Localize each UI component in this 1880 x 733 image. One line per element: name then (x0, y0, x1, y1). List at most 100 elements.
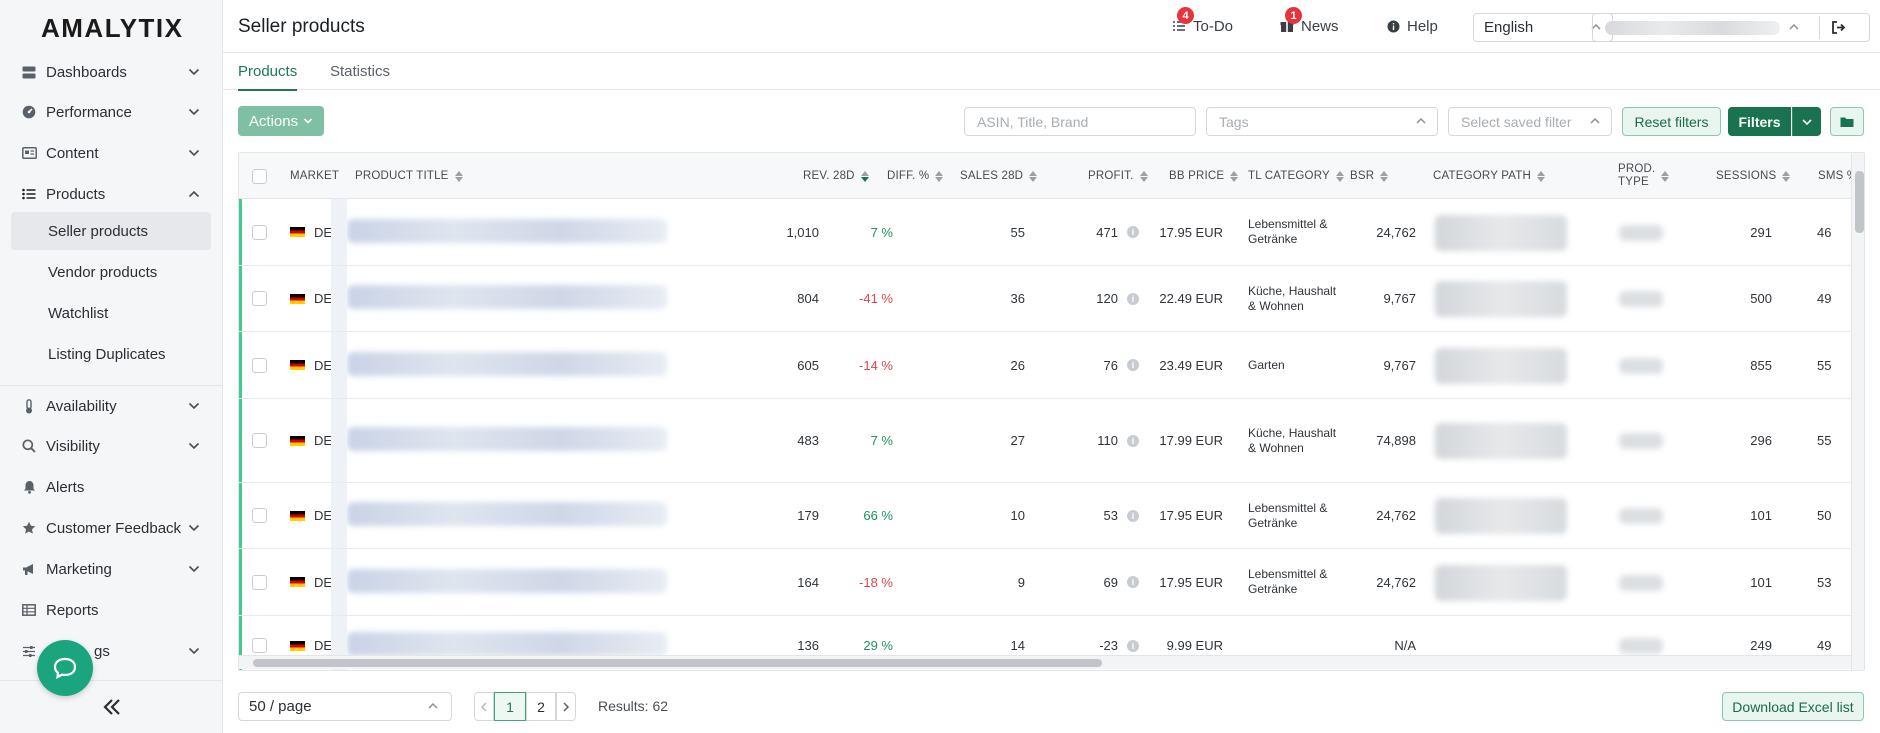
sidebar-subitem-seller-products[interactable]: Seller products (11, 212, 211, 250)
product-title-redacted[interactable] (347, 219, 667, 243)
tab-products[interactable]: Products (238, 63, 298, 91)
sidebar-item-alerts[interactable]: Alerts (0, 467, 223, 507)
product-image-placeholder (331, 483, 347, 548)
market-code: DE (314, 433, 333, 448)
news-count-badge: 1 (1285, 7, 1302, 24)
sidebar-subitem-vendor-products[interactable]: Vendor products (48, 263, 158, 281)
table-row[interactable]: DE 605 -14 % 26 76 i 23.49 EUR Garten 9,767 855 55 (239, 332, 1864, 399)
horizontal-scroll-thumb[interactable] (253, 659, 1102, 667)
next-page-button[interactable] (556, 692, 576, 721)
sidebar-item-dashboards[interactable]: Dashboards (0, 52, 223, 92)
table-row[interactable]: DE 1,010 7 % 55 471 i 17.95 EUR Lebensmittel & … (239, 199, 1864, 266)
col-product-title[interactable]: PRODUCT TITLE (355, 153, 463, 199)
row-checkbox[interactable] (252, 291, 267, 306)
vertical-scrollbar[interactable] (1851, 153, 1864, 670)
col-sms[interactable]: SMS % (1818, 153, 1857, 199)
col-diff[interactable]: DIFF. % (887, 153, 944, 199)
sidebar-item-settings[interactable]: gs (0, 631, 223, 671)
saved-filters-folder-button[interactable] (1830, 107, 1864, 136)
filters-button[interactable]: Filters (1728, 107, 1791, 136)
row-checkbox[interactable] (252, 508, 267, 523)
product-title-redacted[interactable] (347, 502, 667, 526)
sidebar-item-label: Visibility (46, 437, 100, 455)
tags-select[interactable]: Tags (1206, 107, 1438, 136)
sidebar-item-visibility[interactable]: Visibility (0, 426, 223, 466)
product-title-redacted[interactable] (347, 569, 667, 593)
product-title-redacted[interactable] (347, 632, 667, 656)
info-icon[interactable]: i (1127, 509, 1139, 522)
row-checkbox[interactable] (252, 574, 267, 590)
sidebar-item-content[interactable]: Content (0, 133, 223, 173)
collapse-sidebar-button[interactable] (98, 694, 126, 720)
filters-dropdown-button[interactable] (1792, 107, 1821, 136)
table-row[interactable]: DE 179 66 % 10 53 i 17.95 EUR Lebensmittel & Ge… (239, 483, 1864, 549)
bsr-cell: 24,762 (1376, 224, 1416, 240)
info-icon[interactable]: i (1127, 639, 1139, 652)
chat-support-button[interactable] (37, 640, 93, 696)
product-title-redacted[interactable] (347, 352, 667, 376)
download-excel-button[interactable]: Download Excel list (1722, 692, 1864, 721)
info-icon[interactable]: i (1127, 576, 1139, 588)
vertical-scroll-thumb[interactable] (1855, 171, 1864, 233)
actions-button[interactable]: Actions (238, 106, 324, 136)
bsr-cell: 9,767 (1383, 357, 1416, 373)
select-all-checkbox[interactable] (252, 168, 267, 184)
row-checkbox[interactable] (252, 638, 267, 653)
col-market[interactable]: MARKET (290, 153, 339, 199)
sidebar-subitem-watchlist[interactable]: Watchlist (48, 304, 109, 322)
rev-28d-cell: 483 (797, 433, 819, 448)
horizontal-scrollbar[interactable] (239, 655, 1851, 669)
product-title-redacted[interactable] (347, 427, 667, 451)
chevron-down-icon (187, 402, 201, 410)
help-button[interactable]: Help (1385, 15, 1438, 37)
table-row[interactable]: DE 164 -18 % 9 69 i 17.95 EUR Lebensmittel & Ge… (239, 549, 1864, 616)
sidebar-item-products[interactable]: Products (0, 174, 223, 214)
col-bsr[interactable]: BSR (1350, 153, 1389, 199)
search-input[interactable]: ASIN, Title, Brand (964, 107, 1196, 136)
logout-icon[interactable] (1831, 20, 1847, 35)
page-size-select[interactable]: 50 / page (238, 692, 452, 721)
tab-statistics[interactable]: Statistics (330, 63, 391, 80)
row-status-marker (239, 616, 242, 670)
todo-button[interactable]: 4 To-Do (1171, 7, 1233, 37)
page-1-button[interactable]: 1 (494, 692, 526, 721)
col-prod-type[interactable]: PROD. TYPE (1618, 153, 1698, 199)
table-row[interactable]: DE 483 7 % 27 110 i 17.99 EUR Küche, Haushalt &… (239, 399, 1864, 483)
row-checkbox-cell (252, 332, 272, 398)
info-icon[interactable]: i (1127, 292, 1139, 305)
account-select[interactable] (1592, 13, 1870, 42)
info-icon[interactable]: i (1127, 226, 1139, 238)
sidebar-item-customer-feedback[interactable]: Customer Feedback (0, 508, 223, 548)
product-image-placeholder (331, 266, 347, 331)
info-icon[interactable]: i (1127, 359, 1139, 371)
profit-cell: 69 i (1059, 549, 1139, 615)
table-row[interactable]: DE 136 29 % 14 -23 i 9.99 EUR N/A 249 49 (239, 616, 1864, 670)
row-checkbox[interactable] (252, 433, 267, 448)
row-checkbox[interactable] (252, 357, 267, 373)
col-bb-price[interactable]: BB PRICE (1169, 153, 1239, 199)
chevron-down-icon (187, 442, 201, 450)
saved-filter-select[interactable]: Select saved filter (1448, 107, 1612, 136)
sidebar-item-availability[interactable]: Availability (0, 386, 223, 426)
col-sessions[interactable]: SESSIONS (1716, 153, 1791, 199)
sidebar-subitem-listing-duplicates[interactable]: Listing Duplicates (48, 345, 166, 363)
reset-filters-button[interactable]: Reset filters (1622, 107, 1721, 136)
product-title-redacted[interactable] (347, 285, 667, 309)
news-button[interactable]: 1 News (1279, 7, 1339, 37)
page-2-button[interactable]: 2 (526, 692, 556, 721)
sidebar-item-marketing[interactable]: Marketing (0, 549, 223, 589)
row-checkbox[interactable] (252, 224, 267, 240)
col-category-path[interactable]: CATEGORY PATH (1433, 153, 1546, 199)
prev-page-button[interactable] (474, 692, 494, 721)
sales-28d-cell: 55 (1010, 224, 1025, 240)
row-status-marker (239, 483, 242, 548)
col-rev-28d[interactable]: REV. 28D (803, 153, 869, 199)
info-icon[interactable]: i (1127, 434, 1139, 447)
sidebar-item-reports[interactable]: Reports (0, 590, 223, 630)
col-profit[interactable]: PROFIT. (1088, 153, 1148, 199)
col-sales-28d[interactable]: SALES 28D (960, 153, 1038, 199)
table-row[interactable]: DE 804 -41 % 36 120 i 22.49 EUR Küche, Haushalt… (239, 266, 1864, 332)
sidebar-item-performance[interactable]: Performance (0, 92, 223, 132)
col-tl-category[interactable]: TL CATEGORY (1248, 153, 1344, 199)
diff-percent-cell: 7 % (870, 224, 893, 240)
